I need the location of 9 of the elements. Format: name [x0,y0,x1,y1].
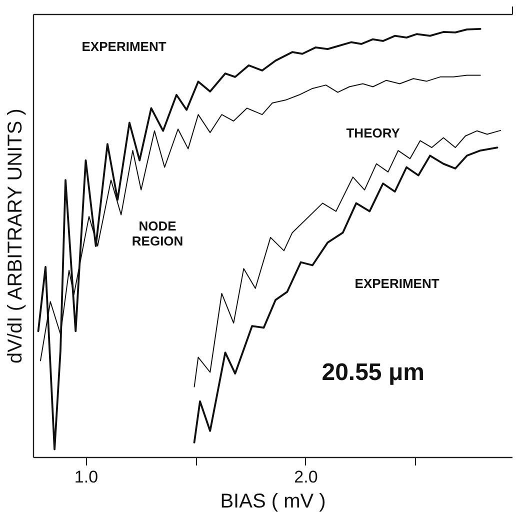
annotation: THEORY [346,126,400,141]
x-axis-title: BIAS ( mV ) [220,490,326,512]
annotation: EXPERIMENT [354,276,440,292]
annotation: 20.55 μm [322,358,424,386]
annotation: EXPERIMENT [82,39,166,54]
x-tick-label: 1.0 [74,468,98,486]
annotation: NODE REGION [132,218,184,249]
x-tick-label: 2.0 [294,468,318,486]
y-axis-title: dV/dI ( ARBITRARY UNITS ) [4,108,26,364]
